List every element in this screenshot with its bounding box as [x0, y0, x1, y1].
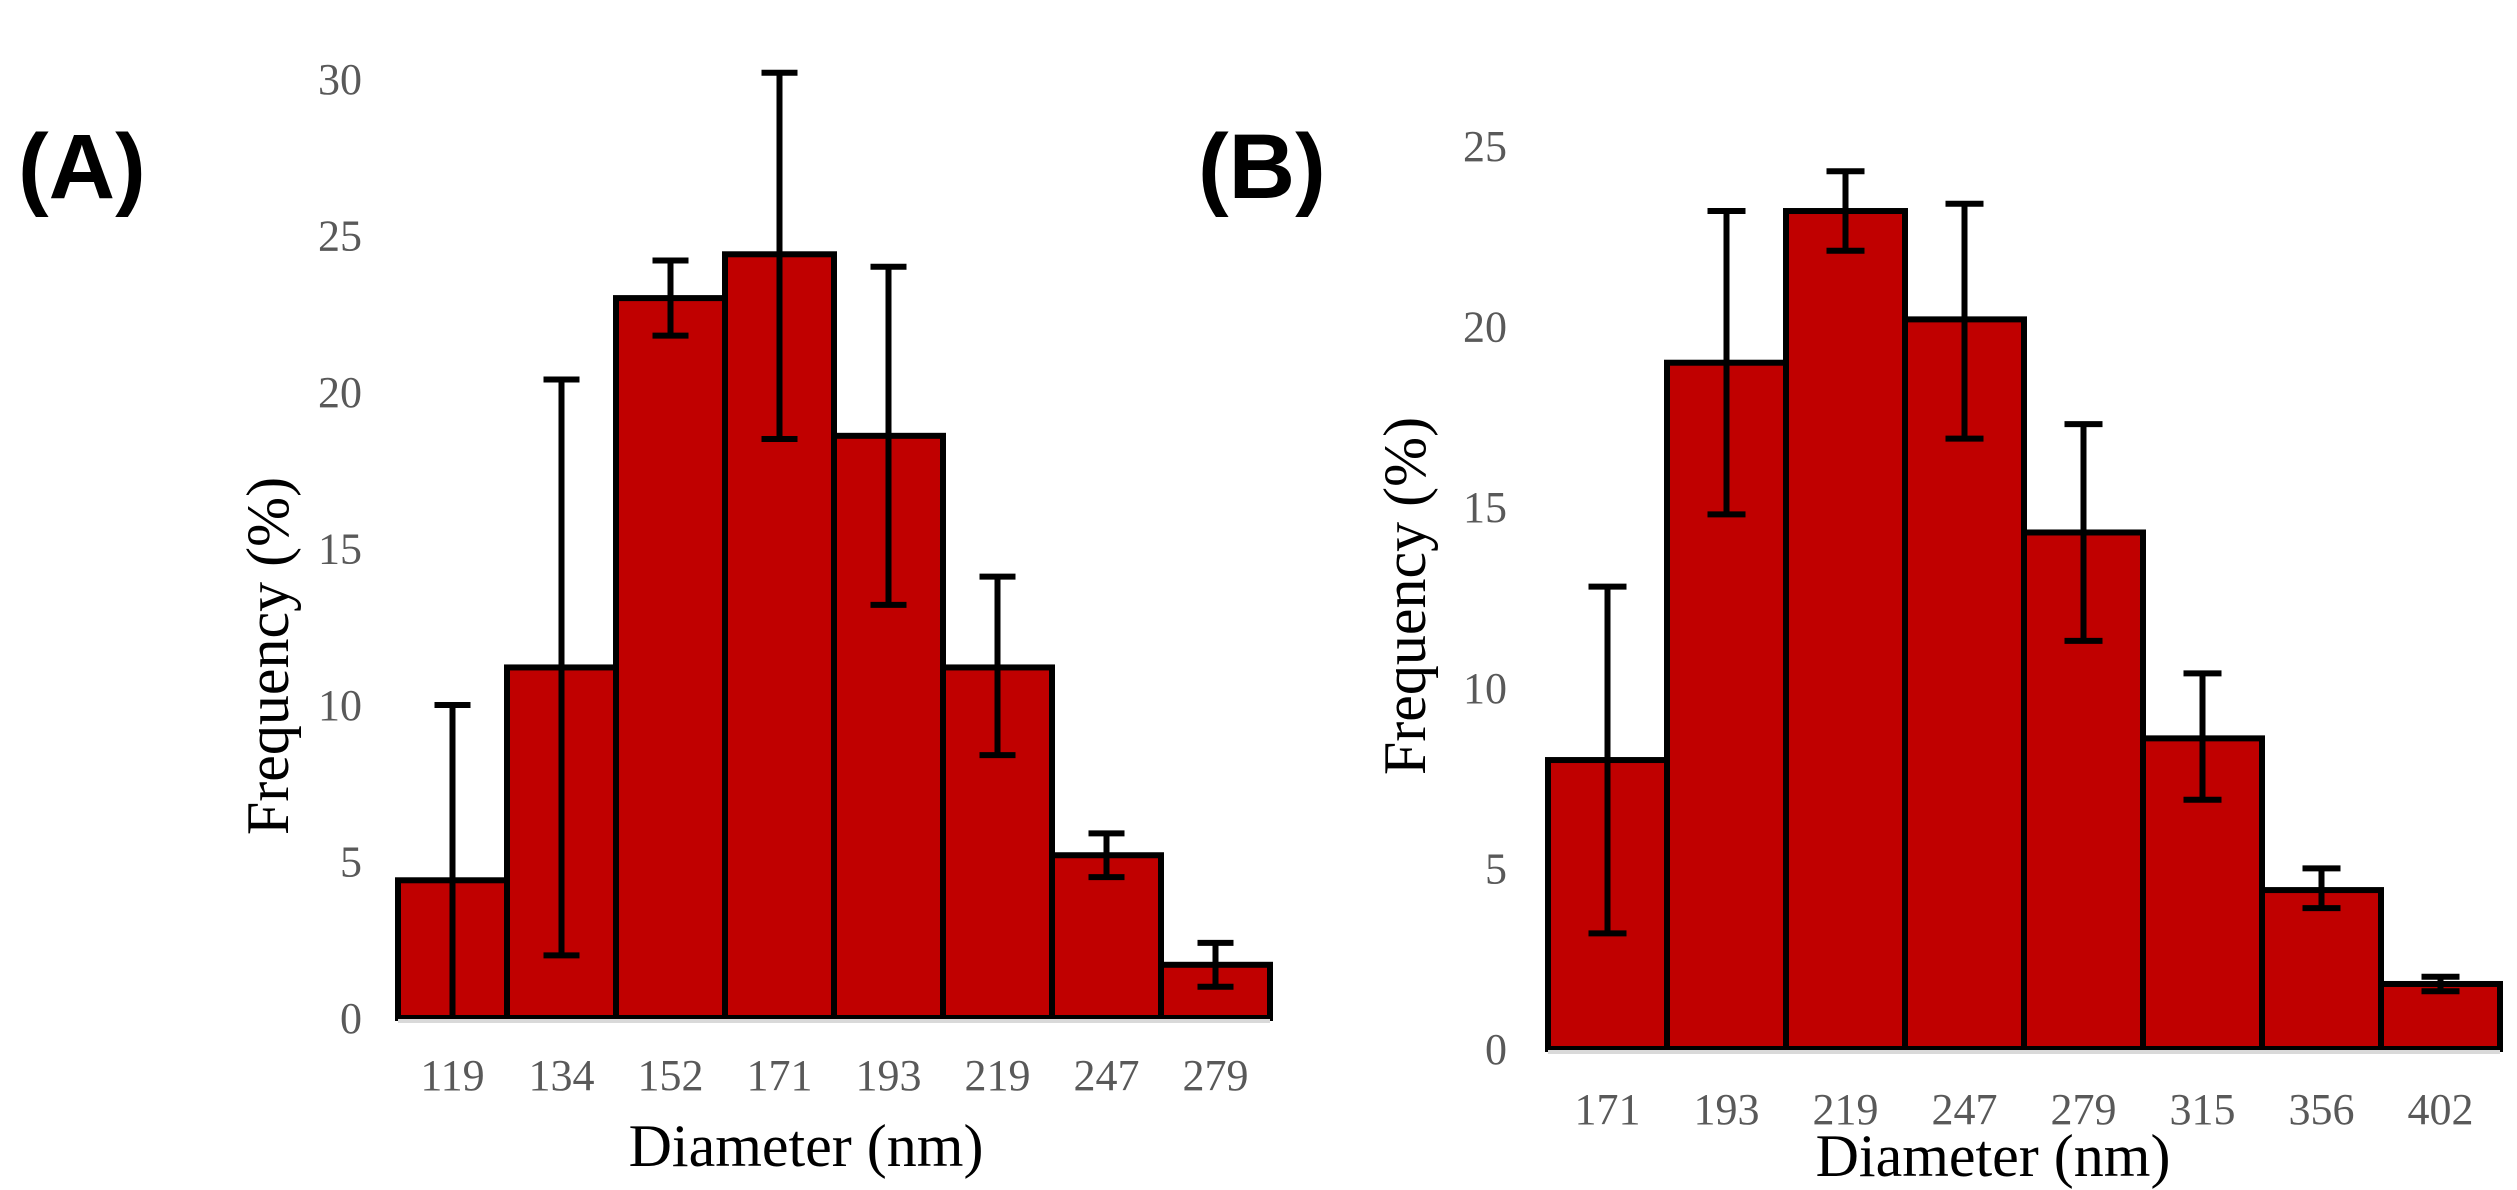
error-bars-b	[1588, 168, 2460, 995]
error-bar	[870, 263, 907, 608]
bar	[1049, 852, 1164, 1021]
chart-panel-a: (A) Frequency (%) Diameter (nm) 05101520…	[18, 55, 1273, 1179]
x-tick-label: 171	[1575, 1085, 1641, 1134]
x-tick-label: 219	[965, 1051, 1031, 1100]
y-tick-label: 30	[318, 55, 362, 104]
error-bar	[2421, 973, 2460, 995]
x-tick-label: 247	[1074, 1051, 1140, 1100]
x-tick-label: 193	[1694, 1085, 1760, 1134]
x-axis-title-b: Diameter (nm)	[1816, 1123, 2171, 1189]
error-bars-a	[434, 69, 1234, 1021]
error-bar	[1826, 168, 1865, 254]
y-axis-title-b: Frequency (%)	[1372, 417, 1438, 775]
error-bar	[1945, 200, 1984, 442]
x-tick-label: 134	[529, 1051, 595, 1100]
x-axis-ticks-a: 119 134 152 171 193 219 247 279	[420, 1051, 1248, 1100]
error-bar	[2064, 421, 2103, 644]
error-bar	[1707, 208, 1746, 518]
x-tick-label: 219	[1813, 1085, 1879, 1134]
error-bar	[761, 69, 798, 442]
y-axis-title-a: Frequency (%)	[235, 477, 301, 835]
x-axis-title-a: Diameter (nm)	[629, 1113, 984, 1179]
error-bar	[652, 257, 689, 339]
x-tick-label: 279	[1183, 1051, 1249, 1100]
x-tick-label: 356	[2289, 1085, 2355, 1134]
y-tick-label: 0	[1485, 1025, 1507, 1074]
error-bar	[434, 702, 471, 1021]
error-bar	[1588, 583, 1627, 937]
error-bar	[543, 376, 580, 959]
x-tick-label: 402	[2408, 1085, 2474, 1134]
error-bar	[2302, 865, 2341, 912]
x-tick-label: 247	[1932, 1085, 1998, 1134]
y-tick-label: 15	[1463, 483, 1507, 532]
chart-panel-b: (B) Frequency (%) Diameter (nm) 0 5 10 15 20…	[1198, 116, 2503, 1189]
y-tick-label: 20	[1463, 303, 1507, 352]
x-tick-label: 193	[856, 1051, 922, 1100]
y-tick-label: 25	[318, 212, 362, 261]
y-tick-label: 0	[340, 994, 362, 1043]
panel-label-a: (A)	[18, 116, 146, 218]
bar	[2259, 887, 2384, 1053]
error-bar	[979, 573, 1016, 759]
x-tick-label: 171	[747, 1051, 813, 1100]
bar	[1783, 208, 1908, 1053]
y-axis-ticks-a: 0 5 10 15 20 25 30	[318, 55, 362, 1043]
x-tick-label: 279	[2051, 1085, 2117, 1134]
y-axis-ticks-b: 0 5 10 15 20 25	[1463, 122, 1507, 1074]
y-tick-label: 5	[1485, 844, 1507, 893]
error-bar	[2183, 670, 2222, 803]
y-tick-label: 25	[1463, 122, 1507, 171]
bar	[613, 295, 728, 1022]
y-tick-label: 10	[318, 681, 362, 730]
y-tick-label: 5	[340, 838, 362, 887]
y-tick-label: 15	[318, 525, 362, 574]
error-bar	[1088, 830, 1125, 881]
bars-b	[1545, 208, 2503, 1053]
y-tick-label: 20	[318, 368, 362, 417]
y-tick-label: 10	[1463, 664, 1507, 713]
bars-a	[395, 251, 1273, 1022]
panel-label-b: (B)	[1198, 116, 1326, 218]
x-tick-label: 152	[638, 1051, 704, 1100]
x-tick-label: 119	[420, 1051, 484, 1100]
x-tick-label: 315	[2170, 1085, 2236, 1134]
x-axis-ticks-b: 171 193 219 247 279 315 356 402	[1575, 1085, 2474, 1134]
error-bar	[1197, 939, 1234, 990]
